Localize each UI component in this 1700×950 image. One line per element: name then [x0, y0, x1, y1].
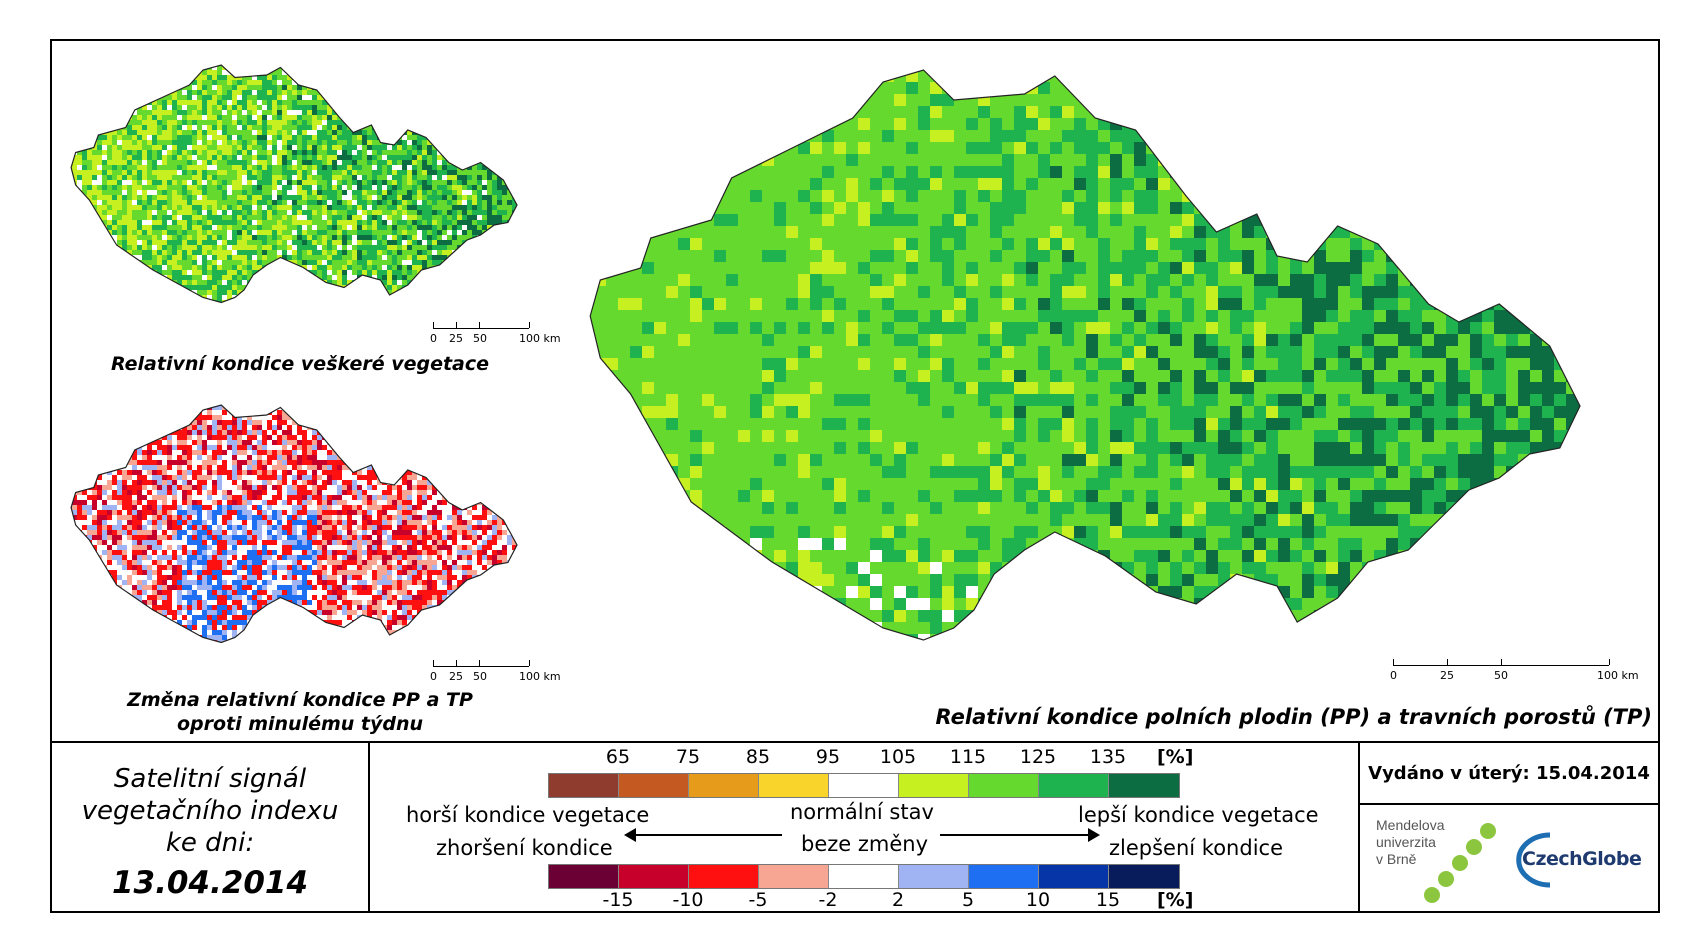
no-change-label: beze změny [801, 832, 929, 856]
better-condition-label: lepší kondice vegetace [1078, 803, 1319, 827]
condition-swatch [829, 774, 899, 797]
condition-tick: 95 [815, 746, 841, 768]
legend-panel: 65 75 85 95 105 115 125 135 [%] horší kondice v… [370, 743, 1358, 911]
condition-swatch [549, 774, 619, 797]
condition-swatch [689, 774, 759, 797]
scale-label: 25 [1440, 669, 1454, 682]
condition-tick: 135 [1089, 746, 1127, 768]
change-swatch [969, 865, 1039, 888]
condition-swatch [969, 774, 1039, 797]
mendel-dots-logo [1424, 823, 1551, 903]
caption-overall-vegetation: Relativní kondice veškeré vegetace [110, 353, 490, 375]
change-swatch [829, 865, 899, 888]
condition-tick: 85 [745, 746, 771, 768]
condition-color-scale [548, 773, 1180, 798]
change-swatch [759, 865, 829, 888]
map-weekly-change [62, 400, 522, 670]
caption-weekly-change-line1: Změna relativní kondice PP a TP [127, 689, 473, 711]
better-change-label: zlepšení kondice [1109, 836, 1283, 860]
satellite-line1: Satelitní signál [113, 764, 307, 794]
caption-crops-grassland: Relativní kondice polních plodin (PP) a … [935, 705, 1652, 729]
change-swatch [899, 865, 969, 888]
arrow-better [940, 834, 1090, 836]
scale-label: 0 [1390, 669, 1397, 682]
condition-swatch [619, 774, 689, 797]
change-tick: -2 [818, 889, 838, 911]
map-crops-grassland [570, 58, 1650, 678]
scale-label: 50 [473, 670, 487, 683]
normal-state-label: normální stav [790, 800, 934, 824]
mendel-line1: Mendelova [1376, 817, 1445, 833]
change-tick: 10 [1025, 889, 1051, 911]
satellite-line2: vegetačního indexu [81, 796, 339, 826]
worse-change-label: zhoršení kondice [436, 836, 613, 860]
scale-label: 0 [430, 670, 437, 683]
scale-label: 100 km [519, 670, 561, 683]
issued-date: Vydáno v úterý: 15.04.2014 [1368, 762, 1650, 784]
change-swatch [689, 865, 759, 888]
change-tick: 2 [891, 889, 905, 911]
condition-tick: 115 [949, 746, 987, 768]
czechglobe-text: CzechGlobe [1522, 848, 1642, 870]
satellite-line3: ke dni: [165, 828, 255, 858]
condition-tick: 75 [675, 746, 701, 768]
change-tick: -15 [602, 889, 634, 911]
change-tick: -10 [672, 889, 704, 911]
worse-condition-label: horší kondice vegetace [406, 803, 650, 827]
condition-swatch [1109, 774, 1179, 797]
scale-label: 50 [1494, 669, 1508, 682]
mendel-line2: univerzita [1376, 834, 1436, 850]
mendel-line3: v Brně [1376, 851, 1417, 867]
condition-swatch [759, 774, 829, 797]
change-color-scale [548, 864, 1180, 889]
scale-label: 0 [430, 332, 437, 345]
divider-issued [1360, 803, 1658, 805]
change-unit: [%] [1157, 889, 1194, 911]
change-swatch [1109, 865, 1179, 888]
scale-label: 100 km [1597, 669, 1639, 682]
change-tick: 5 [961, 889, 975, 911]
caption-weekly-change-line2: oproti minulému týdnu [176, 713, 424, 735]
divider-vertical [1358, 741, 1360, 913]
change-swatch [619, 865, 689, 888]
change-swatch [1039, 865, 1109, 888]
arrow-better-head [1088, 828, 1100, 842]
change-tick: 15 [1095, 889, 1121, 911]
satellite-date: 13.04.2014 [111, 865, 309, 901]
divider-horizontal [50, 741, 1660, 743]
condition-unit: [%] [1157, 746, 1194, 768]
satellite-date-panel: Satelitní signál vegetačního indexu ke d… [52, 743, 368, 911]
arrow-worse [632, 834, 782, 836]
arrow-worse-head [624, 828, 636, 842]
logos-panel: Mendelova univerzita v Brně CzechGlobe [1360, 805, 1658, 911]
change-tick: -5 [748, 889, 768, 911]
caption-weekly-change: Změna relativní kondice PP a TP oproti m… [80, 688, 520, 736]
scale-label: 50 [473, 332, 487, 345]
map-overall-vegetation [62, 60, 522, 330]
condition-swatch [1039, 774, 1109, 797]
condition-tick: 65 [605, 746, 631, 768]
condition-tick: 105 [879, 746, 917, 768]
scale-label: 25 [449, 670, 463, 683]
change-swatch [549, 865, 619, 888]
scale-label: 100 km [519, 332, 561, 345]
czechglobe-logo: CzechGlobe [1508, 835, 1642, 887]
mendel-university-logo-text: Mendelova univerzita v Brně [1376, 817, 1445, 868]
condition-tick: 125 [1019, 746, 1057, 768]
figure-frame [50, 39, 1660, 913]
scale-label: 25 [449, 332, 463, 345]
divider-vertical [368, 741, 370, 913]
condition-swatch [899, 774, 969, 797]
